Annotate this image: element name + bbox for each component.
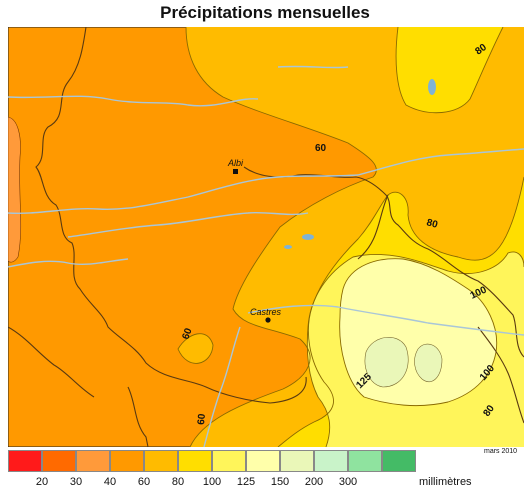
legend-color-box <box>8 450 42 472</box>
city-castres: Castres <box>250 307 282 323</box>
zone-60-80-island <box>178 333 213 364</box>
legend-tick-label: 20 <box>35 476 49 488</box>
legend-color-box <box>178 450 212 472</box>
lakes <box>284 79 436 249</box>
city-label-castres: Castres <box>250 307 282 317</box>
legend-tick-label: 200 <box>304 476 324 488</box>
legend-color-box <box>246 450 280 472</box>
legend-tick-label: 40 <box>103 476 117 488</box>
legend-tick-label: 300 <box>338 476 358 488</box>
date-credit: mars 2010 <box>484 448 518 455</box>
legend-color-box <box>382 450 416 472</box>
zone-30-40 <box>8 116 22 263</box>
contour-label: 60 <box>180 326 194 341</box>
legend-color-box <box>42 450 76 472</box>
legend-tick-label: 60 <box>137 476 151 488</box>
contour-lines <box>177 27 524 447</box>
legend-tick-label: 30 <box>69 476 83 488</box>
contour-label: 60 <box>315 143 327 154</box>
contour-label: 60 <box>196 413 208 425</box>
zone-150-200-east <box>414 343 443 383</box>
precipitation-map: Albi Castres 60 60 60 80 80 80 100 100 1… <box>8 27 524 447</box>
legend-unit: millimètres <box>419 476 472 488</box>
legend-color-box <box>110 450 144 472</box>
legend-tick-label: 80 <box>171 476 185 488</box>
city-albi: Albi <box>227 158 244 174</box>
zone-80-100-north <box>396 27 503 113</box>
legend-color-box <box>314 450 348 472</box>
rivers <box>8 65 524 447</box>
legend-color-box <box>280 450 314 472</box>
legend-color-box <box>76 450 110 472</box>
contour-label: 80 <box>425 217 439 231</box>
legend-tick-label: 125 <box>236 476 256 488</box>
map-title: Précipitations mensuelles <box>160 3 370 22</box>
legend-tick-label: 100 <box>202 476 222 488</box>
legend-tick-label: 150 <box>270 476 290 488</box>
legend-color-box <box>348 450 382 472</box>
legend-color-box <box>212 450 246 472</box>
department-boundaries <box>8 27 524 447</box>
city-label-albi: Albi <box>227 158 244 168</box>
legend-color-box <box>144 450 178 472</box>
zone-150-200-west <box>364 337 409 388</box>
